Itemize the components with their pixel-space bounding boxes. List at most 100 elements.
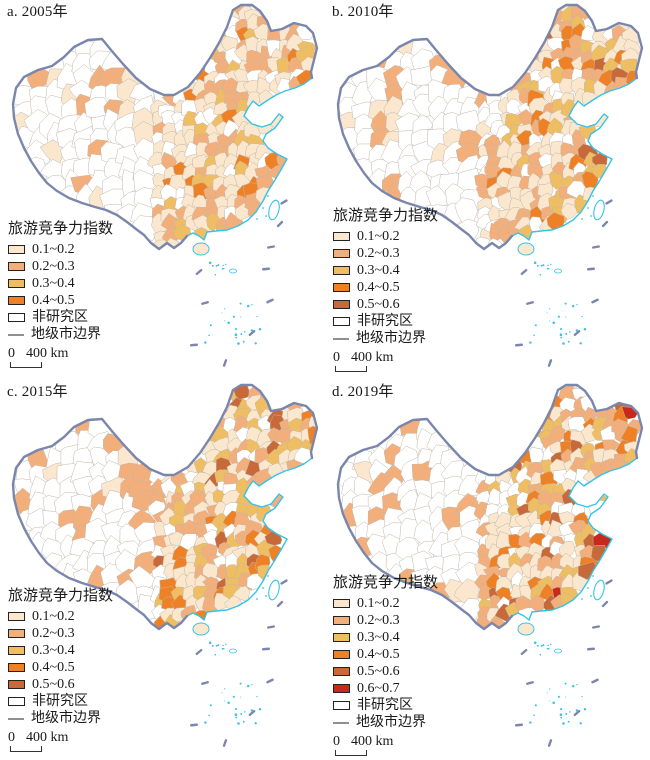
legend: 旅游竞争力指数 0.1~0.2 0.2~0.3 0.3~0.4 0.4~0.5 0.5~0… <box>8 584 113 752</box>
atoll-ring <box>229 268 237 274</box>
scale-distance: 400 km <box>351 350 394 365</box>
island-speck <box>542 644 545 647</box>
island-speck <box>240 713 243 715</box>
panel-title-c: c. 2015年 <box>7 384 68 400</box>
island-speck <box>222 264 224 267</box>
island-speck <box>548 267 550 270</box>
nine-dash-line-segment <box>201 301 209 305</box>
legend-class-label: 0.5~0.6 <box>357 663 400 679</box>
legend-swatch <box>8 680 25 689</box>
scale-zero: 0 <box>8 730 15 745</box>
island-speck <box>560 336 563 339</box>
island-speck <box>547 644 549 647</box>
island-speck <box>560 716 563 719</box>
island-speck <box>227 321 230 324</box>
island-speck <box>221 267 224 270</box>
island-speck <box>208 714 210 717</box>
island-speck <box>592 575 594 577</box>
nine-dash-line-segment <box>266 678 274 684</box>
island-speck <box>581 598 583 600</box>
legend-non-study-row: 非研究区 <box>333 313 438 330</box>
legend-boundary-row: 地级市边界 <box>333 714 438 731</box>
island-speck <box>579 342 582 345</box>
island-speck <box>567 340 570 343</box>
island-speck <box>235 716 238 719</box>
island-speck <box>262 207 264 209</box>
island-speck <box>536 264 539 267</box>
legend: 旅游竞争力指数 0.1~0.2 0.2~0.3 0.3~0.4 0.4~0.5 0.5~0… <box>333 204 438 372</box>
nine-dash-line-segment <box>515 723 523 727</box>
island-speck <box>217 264 220 267</box>
island-speck <box>239 682 242 685</box>
scale-bracket <box>335 366 367 372</box>
coastline <box>186 77 313 241</box>
china-choropleth-map-c <box>11 383 319 747</box>
scale-bar: 0 400 km <box>333 351 438 372</box>
panel-title-a: a. 2005年 <box>7 4 68 20</box>
island-speck <box>224 308 226 310</box>
scale-bracket <box>10 362 42 368</box>
scale-text: 0 400 km <box>333 735 438 749</box>
island-speck <box>240 333 243 335</box>
legend-class-row: 0.4~0.5 <box>333 646 438 663</box>
island-speck <box>540 644 543 647</box>
prefecture-cells <box>13 385 317 629</box>
legend-swatch <box>8 279 25 288</box>
island-speck <box>546 692 548 694</box>
island-speck <box>262 587 264 589</box>
island-speck <box>235 328 238 331</box>
legend-non-study-row: 非研究区 <box>8 693 113 710</box>
island-speck <box>546 312 548 314</box>
island-speck <box>217 644 220 647</box>
nine-dash-line-segment <box>587 647 595 651</box>
nine-dash-line-segment <box>190 343 198 347</box>
city-boundary-label: 地级市边界 <box>31 710 101 726</box>
scale-bracket <box>10 746 42 752</box>
island-speck <box>223 267 225 270</box>
island-speck <box>557 315 560 318</box>
panel-title-d: d. 2019年 <box>332 384 394 400</box>
island-speck <box>240 316 242 318</box>
legend-swatch <box>333 283 350 292</box>
island-speck <box>571 304 575 308</box>
map-panel-a: a. 2005年 旅游竞争力指数 0.1~0.2 0.2~0.3 0.3~0.4 0.4~… <box>0 0 325 380</box>
coastline <box>511 77 638 241</box>
island-speck <box>227 701 230 704</box>
china-choropleth-map-b <box>336 3 644 367</box>
legend: 旅游竞争力指数 0.1~0.2 0.2~0.3 0.3~0.4 0.4~0.5 0.5~0… <box>333 571 438 756</box>
island-speck <box>244 711 246 713</box>
island-speck <box>215 264 218 267</box>
legend-class-label: 0.1~0.2 <box>357 595 400 611</box>
island-speck <box>239 302 242 305</box>
island-speck <box>552 701 555 704</box>
scale-bar: 0 400 km <box>333 735 438 756</box>
island-speck <box>575 329 579 332</box>
island-speck <box>565 713 568 715</box>
island-speck <box>208 261 212 265</box>
island-speck <box>256 315 258 318</box>
island-speck <box>225 263 227 266</box>
city-boundary-label: 地级市边界 <box>31 326 101 342</box>
atoll-ring <box>229 648 237 654</box>
island-speck <box>560 328 563 331</box>
nine-dash-line-segment <box>587 267 595 271</box>
island-speck <box>539 273 542 276</box>
island-speck <box>267 195 269 197</box>
legend-non-study-row: 非研究区 <box>333 697 438 714</box>
island-speck <box>209 324 212 327</box>
nine-dash-line-segment <box>591 678 599 684</box>
island-speck <box>546 647 549 650</box>
taiwan-island <box>268 199 280 221</box>
island-speck <box>246 684 250 688</box>
island-speck <box>256 218 258 220</box>
legend-class-row: 0.3~0.4 <box>8 642 113 659</box>
legend-swatch <box>333 232 350 241</box>
hainan-island <box>192 622 210 636</box>
non-study-swatch <box>8 313 25 322</box>
nine-dash-line-segment <box>605 199 613 205</box>
china-choropleth-map-a <box>11 3 319 367</box>
map-panel-c: c. 2015年 旅游竞争力指数 0.1~0.2 0.2~0.3 0.3~0.4 0.4~… <box>0 380 325 760</box>
atoll-ring <box>554 268 562 274</box>
legend-class-label: 0.3~0.4 <box>32 275 75 291</box>
nine-dash-line-segment <box>601 220 609 228</box>
